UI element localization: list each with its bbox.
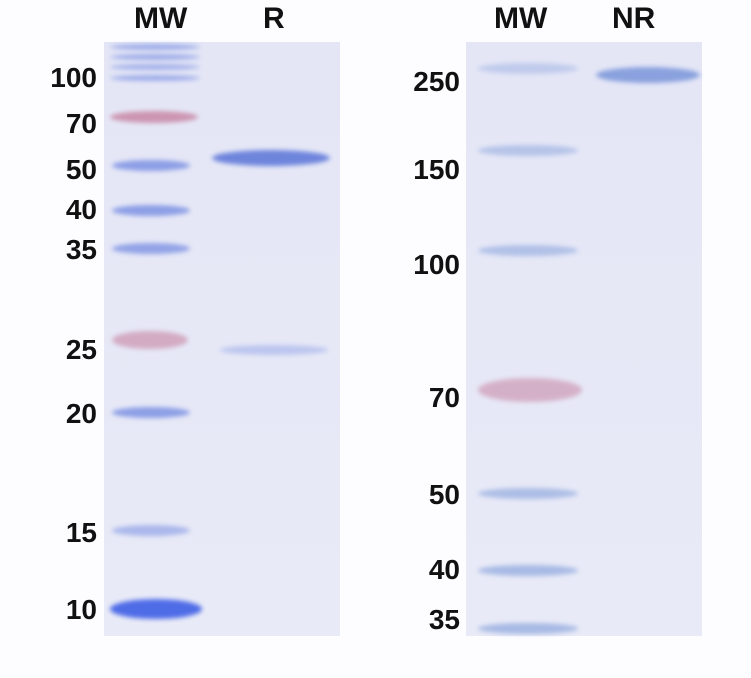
sample-band (212, 150, 330, 166)
marker-label-40: 40 (65, 194, 97, 225)
marker-label-15: 15 (65, 517, 97, 548)
lane-label-nr: NR (612, 2, 656, 35)
right-gel (466, 42, 702, 636)
ladder-band (110, 54, 200, 60)
marker-label-35: 35 (428, 604, 460, 635)
marker-label-25: 25 (65, 334, 97, 365)
marker-label-70: 70 (65, 108, 97, 139)
ladder-band (110, 599, 202, 619)
ladder-band (478, 622, 578, 634)
ladder-band (478, 62, 578, 74)
marker-label-250: 250 (413, 66, 460, 97)
marker-label-35: 35 (65, 234, 97, 265)
sample-band (220, 345, 328, 355)
marker-label-10: 10 (65, 594, 97, 625)
ladder-band (478, 378, 582, 402)
ladder-band (478, 244, 578, 256)
marker-label-70: 70 (428, 382, 460, 413)
marker-label-20: 20 (65, 398, 97, 429)
ladder-band (110, 64, 200, 70)
lane-label-mw-left: MW (134, 2, 188, 35)
ladder-band (110, 111, 198, 123)
ladder-band (478, 487, 578, 499)
lane-label-r: R (263, 2, 285, 35)
ladder-band (110, 44, 200, 50)
marker-label-50: 50 (428, 479, 460, 510)
ladder-band (112, 242, 190, 254)
marker-label-50: 50 (65, 154, 97, 185)
ladder-band (112, 524, 190, 536)
ladder-band (478, 144, 578, 156)
ladder-band (112, 331, 188, 349)
sample-band (596, 67, 700, 83)
ladder-band (112, 406, 190, 418)
marker-label-40: 40 (428, 554, 460, 585)
marker-label-150: 150 (413, 154, 460, 185)
lane-label-mw-right: MW (494, 2, 548, 35)
ladder-band (110, 75, 200, 81)
marker-label-100: 100 (50, 62, 97, 93)
ladder-band (478, 564, 578, 576)
ladder-band (112, 159, 190, 171)
ladder-band (112, 204, 190, 216)
marker-label-100: 100 (413, 249, 460, 280)
